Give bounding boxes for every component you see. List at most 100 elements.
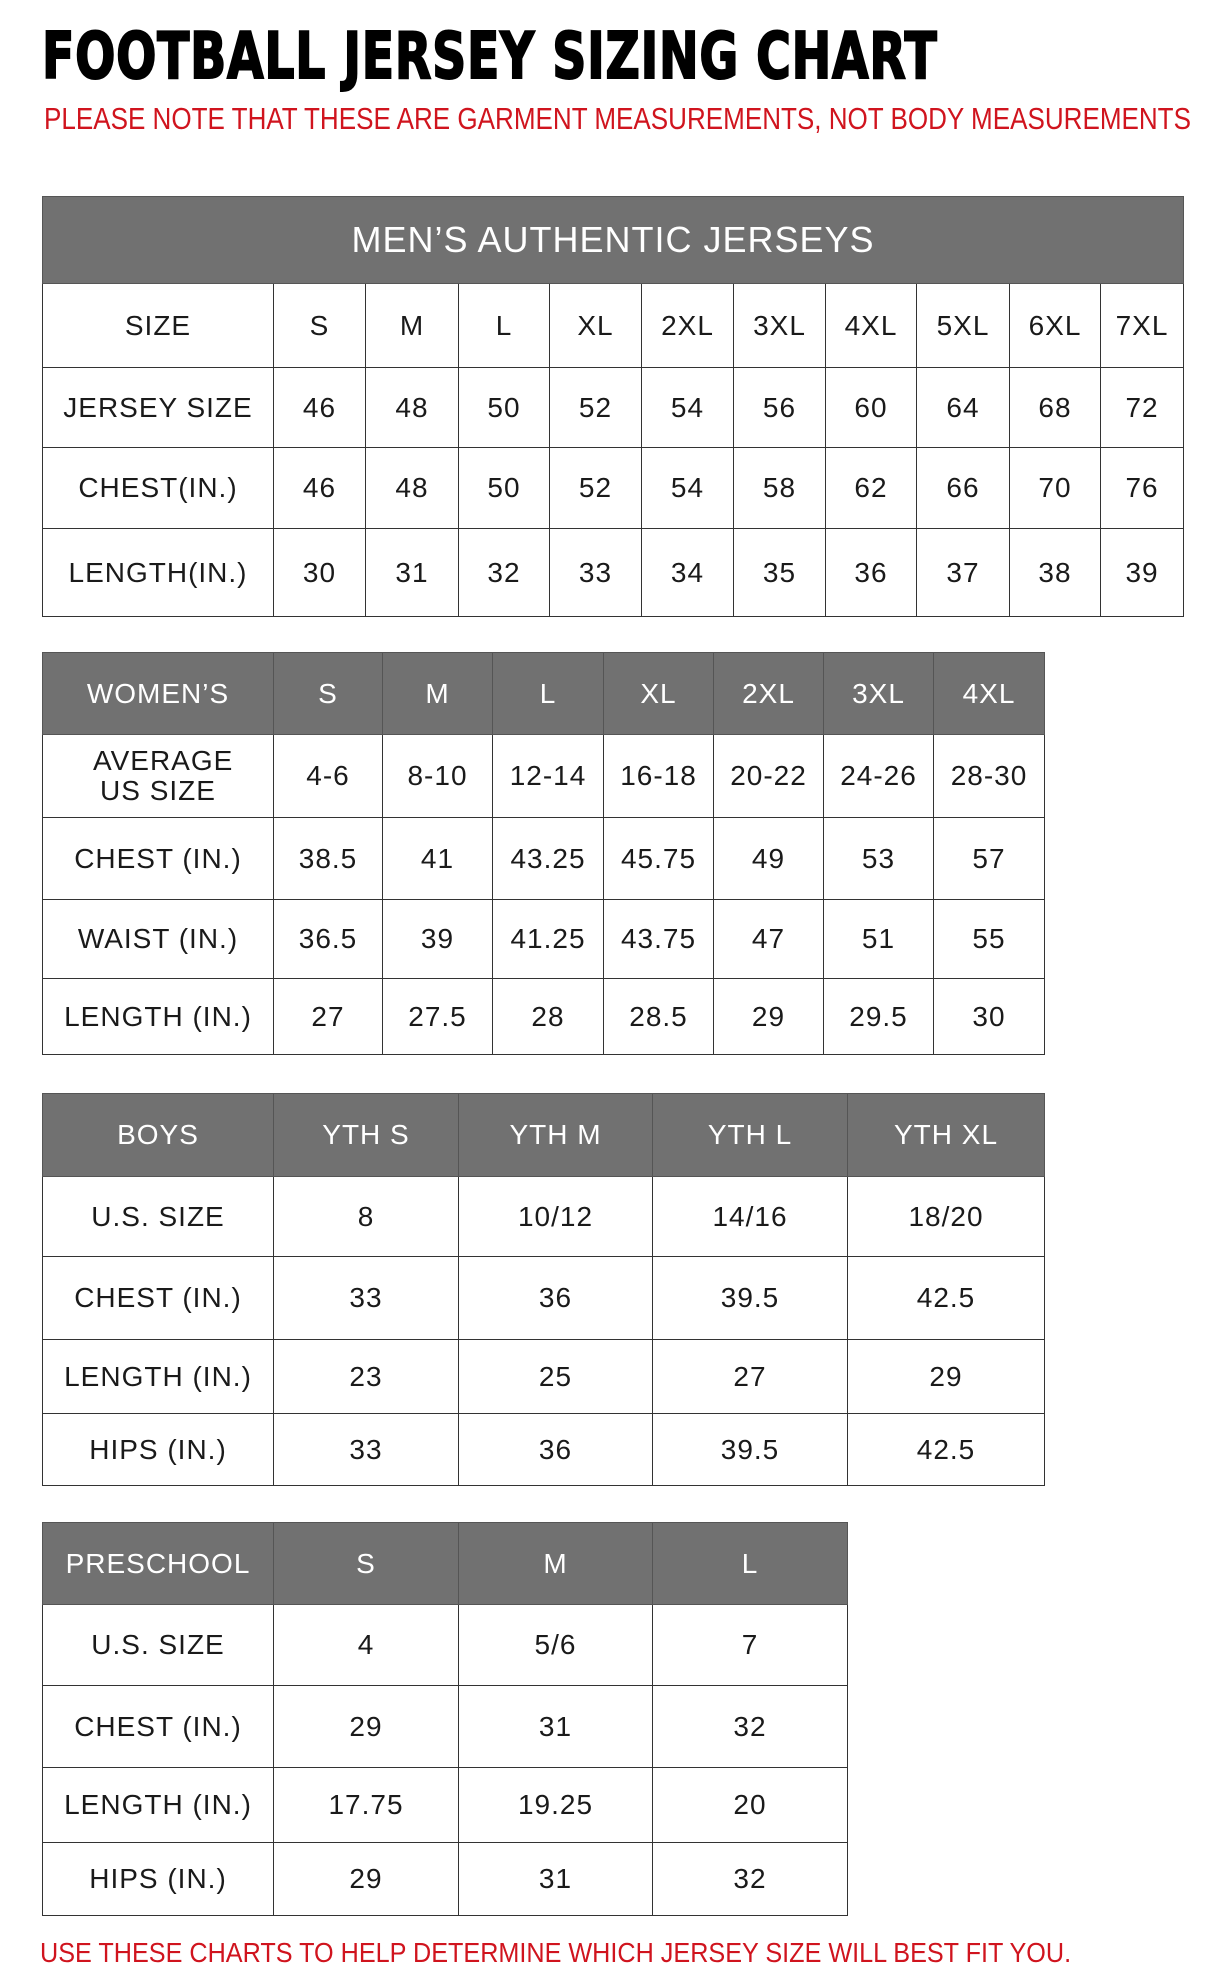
measurement-cell: 28.5 (603, 978, 714, 1055)
size-header-cell: L (458, 283, 550, 368)
table-row: U.S. SIZE 4 5/6 7 (42, 1604, 848, 1686)
measurement-cell: 47 (713, 899, 824, 979)
measurement-cell: 20-22 (713, 734, 824, 818)
size-header-cell: S (273, 1522, 459, 1605)
measurement-cell: 20 (652, 1767, 848, 1843)
table-row: JERSEY SIZE 46 48 50 52 54 56 60 64 68 72 (42, 367, 1185, 448)
size-header-cell: 3XL (823, 652, 934, 735)
measurement-cell: 16-18 (603, 734, 714, 818)
measurement-cell: 31 (458, 1685, 653, 1768)
measurement-cell: 54 (641, 367, 734, 448)
size-header-cell: YTH XL (847, 1093, 1045, 1177)
row-label-cell: LENGTH (IN.) (42, 978, 274, 1055)
size-header-cell: S (273, 652, 383, 735)
measurement-cell: 55 (933, 899, 1045, 979)
table-row: CHEST (IN.) 33 36 39.5 42.5 (42, 1256, 1045, 1340)
measurement-cell: 37 (916, 528, 1010, 617)
measurement-cell: 46 (273, 367, 366, 448)
measurement-cell: 24-26 (823, 734, 934, 818)
header-label-cell: PRESCHOOL (42, 1522, 274, 1605)
measurement-cell: 32 (652, 1842, 848, 1916)
measurement-cell: 54 (641, 447, 734, 529)
measurement-cell: 27 (273, 978, 383, 1055)
measurement-cell: 29 (847, 1339, 1045, 1414)
measurement-cell: 45.75 (603, 817, 714, 900)
measurement-cell: 39.5 (652, 1413, 848, 1486)
size-header-cell: YTH M (458, 1093, 653, 1177)
row-label-cell: LENGTH (IN.) (42, 1767, 274, 1843)
measurement-cell: 30 (273, 528, 366, 617)
measurement-cell: 7 (652, 1604, 848, 1686)
measurement-cell: 39.5 (652, 1256, 848, 1340)
measurement-cell: 29 (713, 978, 824, 1055)
measurement-cell: 39 (1099, 528, 1185, 617)
table-row: U.S. SIZE 8 10/12 14/16 18/20 (42, 1176, 1045, 1257)
measurement-cell: 32 (458, 528, 550, 617)
measurement-cell: 46 (273, 447, 366, 529)
mens-authentic-jerseys-table: MEN’S AUTHENTIC JERSEYS SIZE S M L XL 2XL 3XL 4X… (41, 196, 1185, 617)
size-header-cell: L (652, 1522, 848, 1605)
table-row: LENGTH(IN.) 30 31 32 33 34 35 36 37 38 39 (42, 528, 1185, 617)
measurement-cell: 42.5 (847, 1413, 1045, 1486)
size-header-cell: 5XL (916, 283, 1010, 368)
table-banner-title: MEN’S AUTHENTIC JERSEYS (41, 196, 1185, 284)
measurement-cell: 41 (382, 817, 493, 900)
size-header-cell: M (382, 652, 493, 735)
table-banner-row: MEN’S AUTHENTIC JERSEYS (41, 196, 1185, 284)
measurement-cell: 43.75 (603, 899, 714, 979)
header-label-cell: WOMEN’S (42, 652, 274, 735)
measurement-cell: 56 (733, 367, 826, 448)
size-header-cell: 2XL (713, 652, 824, 735)
measurement-cell: 50 (458, 447, 550, 529)
measurement-cell: 66 (916, 447, 1010, 529)
measurement-cell: 76 (1099, 447, 1185, 529)
measurement-cell: 5/6 (458, 1604, 653, 1686)
measurement-cell: 35 (733, 528, 826, 617)
measurement-cell: 50 (458, 367, 550, 448)
measurement-cell: 36.5 (273, 899, 383, 979)
preschool-size-table: PRESCHOOL S M L U.S. SIZE 4 5/6 7 CHEST (IN.) 29 3… (42, 1522, 848, 1916)
size-header-cell: YTH S (273, 1093, 459, 1177)
row-label-cell: JERSEY SIZE (42, 367, 274, 448)
measurement-cell: 28 (492, 978, 604, 1055)
size-header-cell: 6XL (1009, 283, 1101, 368)
measurement-cell: 36 (458, 1413, 653, 1486)
row-label-cell: LENGTH(IN.) (42, 528, 274, 617)
measurement-cell: 8 (273, 1176, 459, 1257)
boys-size-table: BOYS YTH S YTH M YTH L YTH XL U.S. SIZE 8 10/12… (42, 1093, 1045, 1486)
table-row: WAIST (IN.) 36.5 39 41.25 43.75 47 51 55 (42, 899, 1045, 979)
measurement-cell: 14/16 (652, 1176, 848, 1257)
womens-size-table: WOMEN’S S M L XL 2XL 3XL 4XL AVERAGE US SIZE 4-6 8… (42, 652, 1045, 1055)
measurement-cell: 33 (273, 1256, 459, 1340)
row-label-cell: WAIST (IN.) (42, 899, 274, 979)
measurement-cell: 29 (273, 1685, 459, 1768)
measurement-cell: 58 (733, 447, 826, 529)
measurement-cell: 60 (825, 367, 917, 448)
row-label-cell: U.S. SIZE (42, 1604, 274, 1686)
row-label-cell: CHEST(IN.) (42, 447, 274, 529)
table-row: LENGTH (IN.) 23 25 27 29 (42, 1339, 1045, 1414)
measurement-cell: 33 (549, 528, 642, 617)
size-header-cell: 2XL (641, 283, 734, 368)
size-header-cell: 7XL (1099, 283, 1185, 368)
table-row: AVERAGE US SIZE 4-6 8-10 12-14 16-18 20-22 24-… (42, 734, 1045, 818)
row-label-cell: CHEST (IN.) (42, 817, 274, 900)
measurement-cell: 4 (273, 1604, 459, 1686)
table-row: CHEST (IN.) 38.5 41 43.25 45.75 49 53 57 (42, 817, 1045, 900)
measurement-cell: 48 (365, 367, 459, 448)
row-label-cell: CHEST (IN.) (42, 1256, 274, 1340)
measurement-cell: 29 (273, 1842, 459, 1916)
row-label-cell: U.S. SIZE (42, 1176, 274, 1257)
measurement-cell: 36 (825, 528, 917, 617)
size-header-cell: M (365, 283, 459, 368)
row-label-cell: LENGTH (IN.) (42, 1339, 274, 1414)
measurement-cell: 19.25 (458, 1767, 653, 1843)
measurement-cell: 27.5 (382, 978, 493, 1055)
measurement-cell: 32 (652, 1685, 848, 1768)
measurement-cell: 29.5 (823, 978, 934, 1055)
size-header-cell: S (273, 283, 366, 368)
measurement-cell: 68 (1009, 367, 1101, 448)
measurement-cell: 10/12 (458, 1176, 653, 1257)
measurement-cell: 42.5 (847, 1256, 1045, 1340)
measurement-cell: 31 (458, 1842, 653, 1916)
